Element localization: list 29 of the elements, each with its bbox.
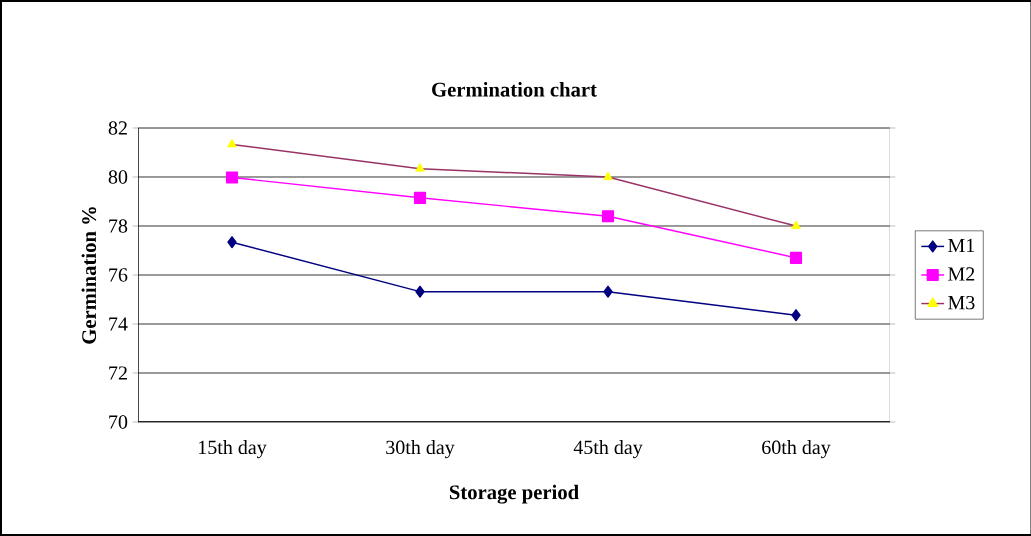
x-tick-label: 45th day (573, 440, 643, 459)
point (225, 171, 239, 184)
point (227, 138, 237, 148)
point (789, 251, 803, 264)
x-tick-label: 60th day (762, 440, 831, 459)
point (415, 163, 425, 172)
y-tick-label: 72 (109, 366, 127, 380)
point (413, 191, 427, 204)
point (791, 220, 801, 229)
y-tick-label: 82 (108, 121, 127, 135)
legend-label: M3 (948, 295, 975, 310)
point (601, 210, 615, 223)
point (603, 285, 613, 298)
point (603, 171, 613, 180)
x-tick-label: 30th day (386, 440, 455, 459)
x-tick-label: 15th day (199, 440, 267, 459)
point (415, 285, 425, 298)
legend-label: M2 (948, 267, 975, 281)
y-tick-label: 74 (109, 317, 128, 331)
y-tick-label: 78 (109, 219, 128, 233)
y-axis-title: Germination % (81, 207, 97, 344)
y-tick-label: 80 (108, 170, 128, 184)
legend-label: M1 (948, 238, 975, 253)
x-axis-title: Storage period (449, 484, 579, 504)
y-tick-label: 70 (109, 415, 128, 429)
point (791, 309, 801, 322)
point (227, 236, 237, 249)
y-tick-label: 76 (109, 268, 128, 282)
chart-title: Germination chart (432, 82, 597, 97)
